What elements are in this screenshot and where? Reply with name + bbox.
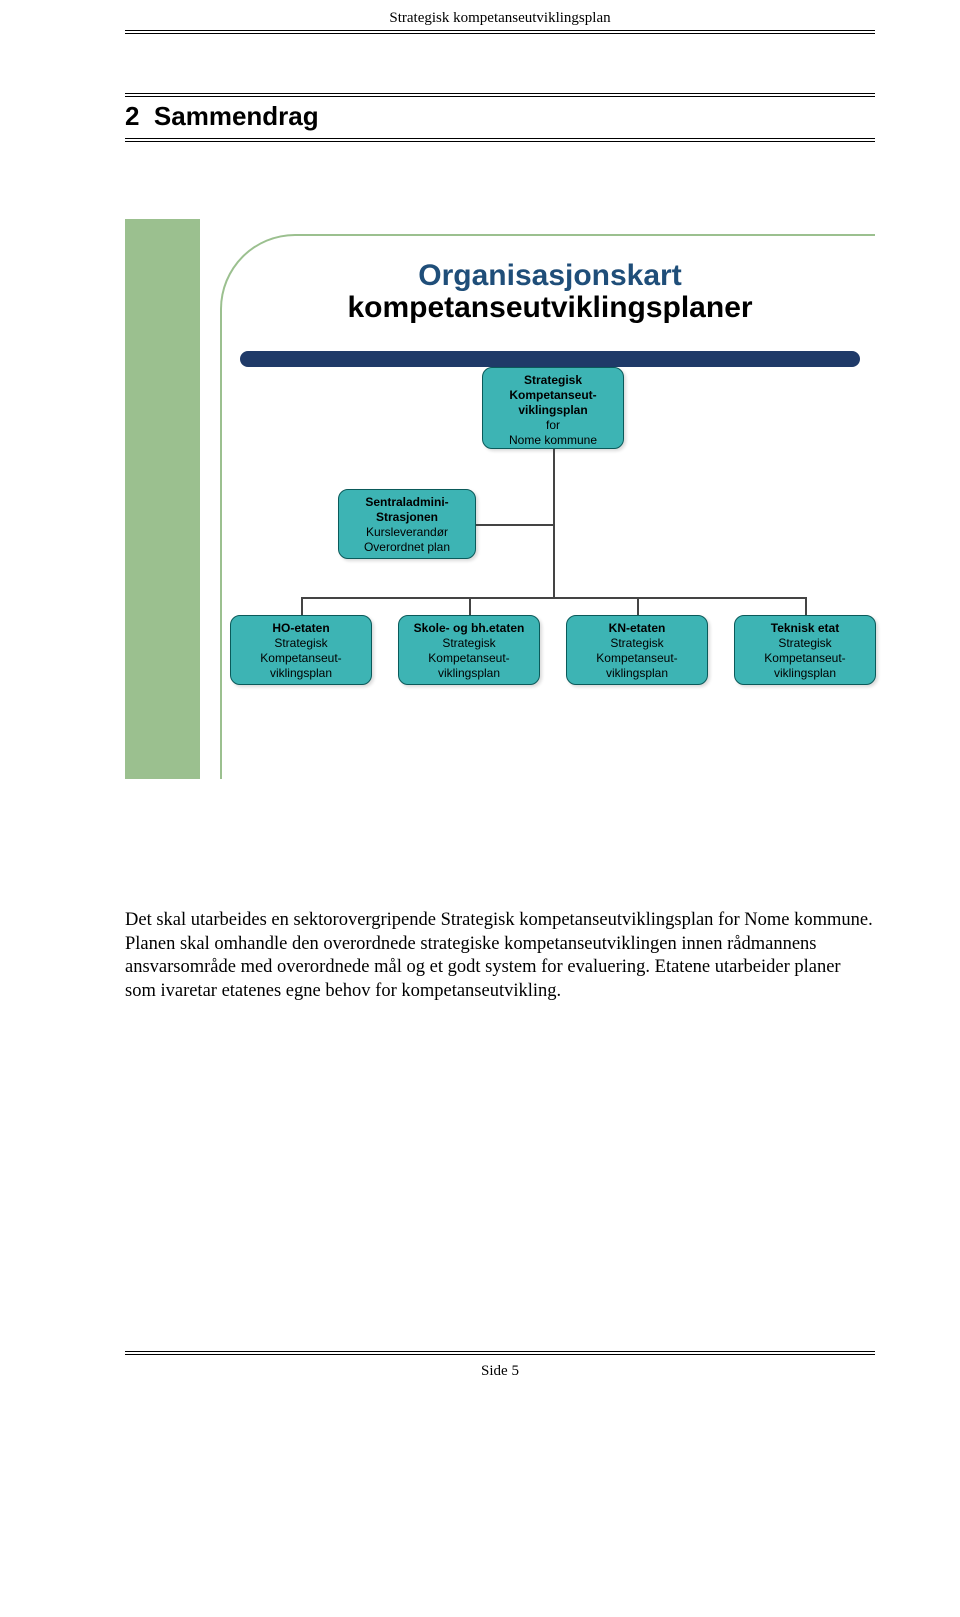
conn-bus bbox=[301, 597, 807, 599]
running-header: Strategisk kompetanseutviklingsplan bbox=[125, 0, 875, 31]
conn-drop-1 bbox=[469, 597, 471, 615]
title-underline bbox=[240, 351, 860, 367]
page-number: Side 5 bbox=[125, 1355, 875, 1380]
conn-drop-3 bbox=[805, 597, 807, 615]
conn-root-to-bus bbox=[553, 524, 555, 597]
footer: Side 5 bbox=[125, 1354, 875, 1380]
running-header-text: Strategisk kompetanseutviklingsplan bbox=[389, 10, 610, 26]
conn-root-h bbox=[476, 524, 553, 526]
org-chart: StrategiskKompetanseut-viklingsplanforNo… bbox=[220, 367, 875, 779]
node-root: StrategiskKompetanseut-viklingsplanforNo… bbox=[482, 367, 624, 449]
node-leaf-1: Skole- og bh.etatenStrategiskKompetanseu… bbox=[398, 615, 540, 685]
conn-drop-0 bbox=[301, 597, 303, 615]
node-leaf-3: Teknisk etatStrategiskKompetanseut-vikli… bbox=[734, 615, 876, 685]
node-leaf-0: HO-etatenStrategiskKompetanseut-viklings… bbox=[230, 615, 372, 685]
footer-rule bbox=[125, 1354, 875, 1355]
body-paragraph: Det skal utarbeides en sektorovergripend… bbox=[125, 909, 875, 1004]
decoration-bar bbox=[125, 219, 200, 779]
slide-title-line1: Organisasjonskart bbox=[265, 259, 835, 293]
slide-title: Organisasjonskart kompetanseutviklingspl… bbox=[265, 259, 835, 325]
slide-title-line2: kompetanseutviklingsplaner bbox=[265, 291, 835, 325]
conn-root-v2 bbox=[553, 469, 555, 524]
section-title: Sammendrag bbox=[154, 101, 319, 131]
org-chart-slide: Organisasjonskart kompetanseutviklingspl… bbox=[125, 219, 875, 779]
conn-drop-2 bbox=[637, 597, 639, 615]
section-heading: 2 Sammendrag bbox=[125, 96, 875, 139]
node-leaf-2: KN-etatenStrategiskKompetanseut-viklings… bbox=[566, 615, 708, 685]
node-mid: Sentraladmini-StrasjonenKursleverandørOv… bbox=[338, 489, 476, 559]
section-number: 2 bbox=[125, 101, 139, 131]
conn-root-v bbox=[553, 449, 555, 469]
